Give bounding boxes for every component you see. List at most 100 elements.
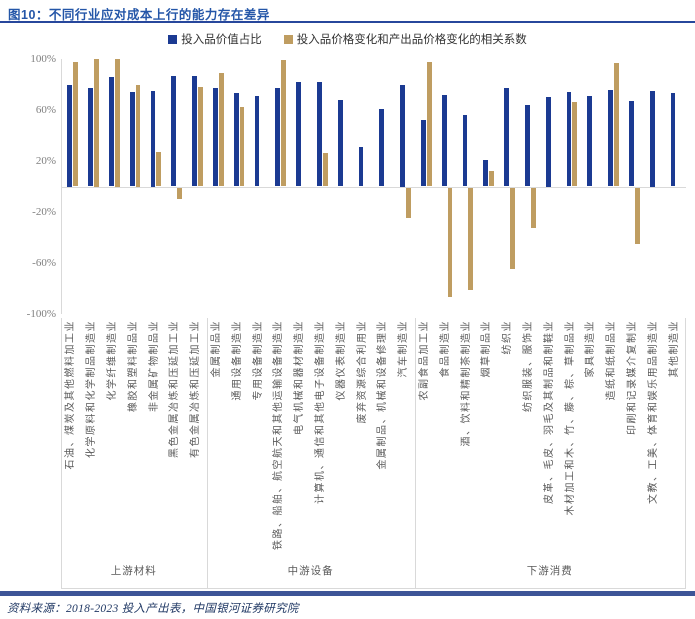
bar-input-value-share xyxy=(587,95,593,187)
x-axis-label: 农副食品加工业 xyxy=(419,320,430,401)
x-axis-label: 造纸和纸制品业 xyxy=(606,320,618,401)
legend-label: 投入品价格变化和产出品价格变化的相关系数 xyxy=(296,34,527,46)
bar-price-correlation xyxy=(218,73,224,187)
legend: 投入品价值占比 投入品价格变化和产出品价格变化的相关系数 xyxy=(0,31,695,47)
bar-input-value-share xyxy=(88,88,93,187)
bar-input-value-share xyxy=(67,84,73,187)
y-tick-label: -60% xyxy=(32,257,56,269)
legend-swatch-blue xyxy=(168,34,178,44)
bar-input-value-share xyxy=(213,88,218,187)
bar-price-correlation xyxy=(73,61,78,187)
source-note: 资料来源：2018-2023 投入产出表，中国银河证券研究院 xyxy=(7,603,299,615)
x-axis-label: 废弃资源综合利用业 xyxy=(356,320,368,424)
x-axis-label: 电气机械和器材制造业 xyxy=(294,320,306,435)
plot-area xyxy=(61,59,686,314)
bar-price-correlation xyxy=(156,152,162,187)
x-axis-label: 其他制造业 xyxy=(668,320,680,378)
bar-price-correlation xyxy=(510,187,515,270)
bar-price-correlation xyxy=(177,187,182,199)
x-axis-label: 金属制品、机械和设备修理业 xyxy=(377,320,389,470)
x-axis-label: 专用设备制造业 xyxy=(252,320,264,401)
x-axis-label: 金属制品业 xyxy=(211,320,222,378)
bar-price-correlation xyxy=(406,187,411,219)
bar-input-value-share xyxy=(150,90,156,187)
bar-price-correlation xyxy=(530,187,536,229)
bar-input-value-share xyxy=(296,81,301,187)
bar-input-value-share xyxy=(649,90,655,187)
bar-price-correlation xyxy=(114,59,120,187)
x-axis-label: 化学纤维制造业 xyxy=(107,320,118,401)
x-axis-label: 黑色金属冶炼和压延加工业 xyxy=(169,320,181,458)
x-axis-label: 皮革、毛皮、羽毛及其制品和制鞋业 xyxy=(543,320,555,504)
bar-price-correlation xyxy=(447,187,453,298)
x-axis-label: 计算机、通信和其他电子设备制造业 xyxy=(315,320,326,504)
x-axis-label: 石油、煤炭及其他燃料加工业 xyxy=(65,320,77,470)
group-label: 中游设备 xyxy=(287,565,334,577)
bar-input-value-share xyxy=(109,76,114,187)
x-axis-label: 仪器仪表制造业 xyxy=(335,320,347,401)
y-tick-label: 100% xyxy=(30,53,56,65)
x-axis-label: 木材加工和木、竹、藤、棕、草制品业 xyxy=(564,320,576,516)
x-axis-label: 铁路、船舶、航空航天和其他运输设备制造业 xyxy=(273,320,285,550)
bar-input-value-share xyxy=(379,108,385,187)
bar-price-correlation xyxy=(426,61,432,187)
x-axis-label: 纺织服装、服饰业 xyxy=(523,320,534,412)
bar-input-value-share xyxy=(358,146,364,187)
group-label: 上游材料 xyxy=(110,565,157,577)
x-axis-label: 化学原料和化学制品制造业 xyxy=(86,320,98,458)
group-row-border xyxy=(61,588,686,589)
y-tick-label: -100% xyxy=(26,308,56,320)
bar-input-value-share xyxy=(629,101,634,187)
bar-price-correlation xyxy=(135,84,141,187)
bar-input-value-share xyxy=(317,81,322,187)
bar-input-value-share xyxy=(171,75,177,187)
bar-input-value-share xyxy=(566,92,572,187)
y-tick-label: 60% xyxy=(35,104,56,116)
group-label: 下游消费 xyxy=(526,565,573,577)
bar-price-correlation xyxy=(198,87,203,187)
x-axis-label: 非金属矿物制品业 xyxy=(148,320,160,412)
figure-title: 图10：不同行业应对成本上行的能力存在差异 xyxy=(8,8,270,22)
x-axis-label: 文教、工美、体育和娱乐用品制造业 xyxy=(647,320,659,504)
zero-baseline xyxy=(61,186,686,188)
bar-price-correlation xyxy=(572,102,578,187)
bar-input-value-share xyxy=(504,88,509,187)
bar-input-value-share xyxy=(483,159,489,187)
x-axis-label: 酒、饮料和精制茶制造业 xyxy=(460,320,472,447)
bar-price-correlation xyxy=(94,59,99,187)
bar-input-value-share xyxy=(337,99,343,187)
bar-input-value-share xyxy=(608,89,613,187)
bar-input-value-share xyxy=(233,93,239,187)
legend-item-input-value-share: 投入品价值占比 xyxy=(168,31,262,47)
x-axis-label: 食品制造业 xyxy=(439,320,451,378)
bar-price-correlation xyxy=(468,187,474,290)
bar-price-correlation xyxy=(614,62,619,187)
x-axis-label: 家具制造业 xyxy=(585,320,597,378)
bar-input-value-share xyxy=(275,88,281,187)
bar-input-value-share xyxy=(545,97,551,187)
bar-input-value-share xyxy=(400,84,405,187)
legend-item-price-correlation: 投入品价格变化和产出品价格变化的相关系数 xyxy=(283,31,527,47)
bottom-rule xyxy=(0,591,695,596)
x-axis-label: 汽车制造业 xyxy=(398,320,410,378)
group-divider xyxy=(414,318,416,588)
x-axis-label: 橡胶和塑料制品业 xyxy=(127,320,139,412)
group-divider xyxy=(685,318,686,588)
legend-label: 投入品价值占比 xyxy=(181,34,262,46)
bar-input-value-share xyxy=(525,104,530,187)
y-tick-label: 20% xyxy=(35,155,56,167)
x-axis-label: 印刷和记录媒介复制业 xyxy=(627,320,638,435)
title-rule xyxy=(0,21,695,23)
group-divider xyxy=(206,318,208,588)
bar-price-correlation xyxy=(489,171,494,187)
bar-price-correlation xyxy=(239,107,245,187)
x-axis-label: 有色金属冶炼和压延加工业 xyxy=(190,320,202,458)
bar-input-value-share xyxy=(129,92,135,187)
bar-input-value-share xyxy=(441,94,447,187)
bar-input-value-share xyxy=(254,95,260,187)
legend-swatch-gold xyxy=(283,34,293,44)
bar-input-value-share xyxy=(462,115,468,187)
x-axis-label: 纺织业 xyxy=(502,320,514,355)
bar-price-correlation xyxy=(322,153,328,187)
